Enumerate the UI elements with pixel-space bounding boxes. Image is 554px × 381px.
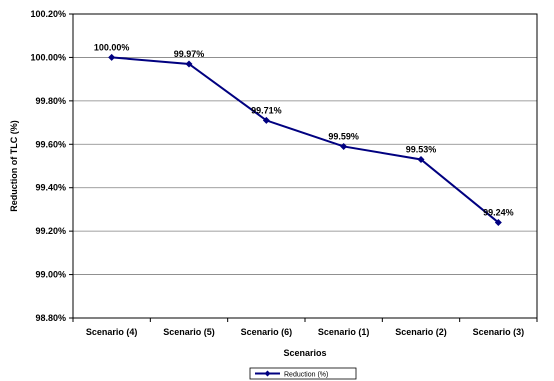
- data-point-marker: [417, 155, 425, 163]
- x-tick-label: Scenario (3): [473, 327, 525, 337]
- data-point-marker: [108, 53, 116, 61]
- data-labels: 100.00% 99.97% 99.71% 99.59% 99.53% 99.24%: [94, 42, 514, 217]
- data-label: 99.24%: [483, 207, 514, 217]
- data-label: 100.00%: [94, 42, 130, 52]
- data-label: 99.53%: [406, 144, 437, 154]
- y-axis-title: Reduction of TLC (%): [9, 120, 19, 212]
- x-tick-label: Scenario (5): [163, 327, 215, 337]
- x-tick-label: Scenario (1): [318, 327, 370, 337]
- data-label: 99.97%: [174, 49, 205, 59]
- y-tick-label: 99.60%: [35, 139, 66, 149]
- y-tick-label: 99.00%: [35, 270, 66, 280]
- x-axis-ticks: Scenario (4) Scenario (5) Scenario (6) Scen…: [72, 318, 538, 337]
- legend-label: Reduction (%): [284, 371, 328, 378]
- x-tick-label: Scenario (6): [241, 327, 293, 337]
- data-label: 99.59%: [328, 131, 359, 141]
- y-tick-label: 98.80%: [35, 313, 66, 323]
- y-tick-label: 99.40%: [35, 183, 66, 193]
- data-label: 99.71%: [251, 105, 282, 115]
- y-axis-ticks: 98.80% 99.00% 99.20% 99.40% 99.60% 99.80% 100.…: [30, 9, 73, 323]
- legend-diamond-marker: [264, 370, 271, 377]
- series-line: [111, 56, 499, 224]
- y-tick-label: 100.00%: [30, 52, 66, 62]
- data-point-marker: [340, 142, 348, 150]
- legend: Reduction (%): [249, 367, 357, 380]
- x-tick-label: Scenario (4): [86, 327, 138, 337]
- data-point-marker: [494, 218, 502, 226]
- y-tick-label: 99.20%: [35, 226, 66, 236]
- y-tick-label: 99.80%: [35, 96, 66, 106]
- x-tick-label: Scenario (2): [395, 327, 447, 337]
- legend-box: [249, 367, 357, 380]
- data-point-marker: [185, 60, 193, 68]
- series-reduction: [108, 53, 502, 226]
- y-tick-label: 100.20%: [30, 9, 66, 19]
- x-axis-title: Scenarios: [283, 348, 326, 358]
- gridlines: [73, 13, 537, 319]
- data-point-marker: [262, 116, 270, 124]
